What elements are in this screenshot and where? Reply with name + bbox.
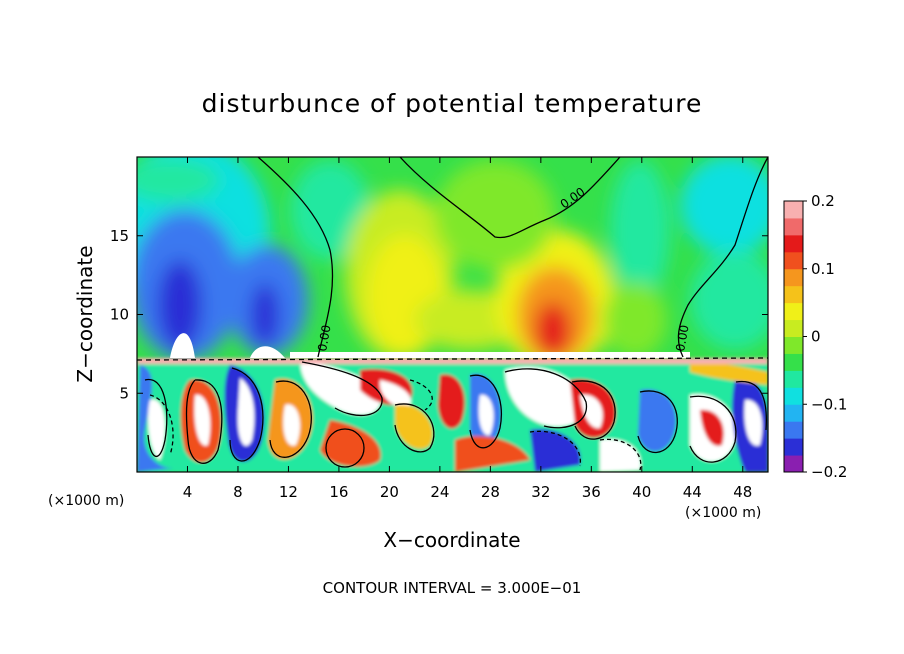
x-tick-label: 32 — [531, 483, 550, 501]
lower-turbulent-field — [137, 358, 768, 472]
contour-lines — [137, 157, 768, 471]
lower-contour-g — [469, 374, 502, 449]
colorbar-tick-label: 0.2 — [811, 192, 835, 210]
colorbar-segment — [784, 438, 803, 456]
colorbar-tick-label: 0 — [811, 328, 821, 346]
colorbar — [783, 200, 804, 473]
lower-contour-l — [735, 380, 768, 431]
lower-contour-ring — [325, 428, 365, 468]
colorbar-tick-label: −0.2 — [811, 463, 847, 481]
colorbar-tick-label: −0.1 — [811, 395, 847, 413]
colorbar-segment — [784, 421, 803, 439]
colorbar-segment — [784, 201, 803, 219]
y-axis-label: Z−coordinate — [73, 245, 97, 382]
colorbar-segment — [784, 302, 803, 321]
colorbar-tick-label: 0.1 — [811, 260, 835, 278]
contour-interval-note: CONTOUR INTERVAL = 3.000E−01 — [323, 579, 582, 597]
x-tick-label: 40 — [632, 483, 651, 501]
x-tick-label: 12 — [279, 483, 298, 501]
x-unit-label-right: (×1000 m) — [685, 505, 761, 521]
x-tick-label: 8 — [233, 483, 243, 501]
colorbar-ticks: 0.2 0.1 0 −0.1 −0.2 — [803, 192, 847, 481]
y-tick-label: 15 — [110, 227, 129, 245]
chart-title: disturbunce of potential temperature — [202, 89, 703, 118]
x-tick-label: 44 — [683, 483, 702, 501]
lower-contour-b — [185, 379, 223, 464]
colorbar-segment — [784, 319, 803, 337]
lower-contour-j — [637, 390, 678, 454]
zero-contour-left — [257, 157, 334, 358]
lower-contour-h — [504, 368, 588, 429]
x-tick-label: 24 — [430, 483, 449, 501]
contour-label-left: 0.00 — [315, 324, 333, 353]
x-axis-ticks: 4 8 12 16 20 24 28 32 36 40 44 48 — [183, 157, 752, 501]
x-tick-label: 28 — [481, 483, 500, 501]
zero-contour-middle — [399, 157, 621, 239]
contour-label-right: 0.00 — [673, 324, 691, 353]
y-tick-label: 10 — [110, 306, 129, 324]
lower-contour-a — [144, 379, 168, 457]
lower-contour-f — [394, 403, 435, 453]
x-unit-label-left: (×1000 m) — [48, 493, 124, 509]
y-axis-ticks: 5 10 15 — [110, 227, 768, 402]
colorbar-segment — [784, 217, 803, 236]
colorbar-segment — [784, 268, 803, 287]
x-axis-label: X−coordinate — [383, 528, 520, 552]
interface-strip — [290, 352, 690, 358]
upper-field — [137, 157, 768, 370]
x-tick-label: 16 — [329, 483, 348, 501]
lower-contour-dashed-a — [149, 394, 174, 456]
colorbar-segment — [784, 353, 803, 371]
colorbar-segment — [784, 251, 803, 270]
lower-contour-dashed-d — [529, 430, 581, 467]
zero-contour-right — [677, 157, 768, 358]
colorbar-segment — [784, 404, 803, 422]
lower-contour-d — [269, 380, 312, 458]
colorbar-segment — [784, 234, 803, 253]
colorbar-segment — [784, 285, 803, 304]
lower-contour-i — [571, 380, 616, 440]
x-tick-label: 48 — [733, 483, 752, 501]
interface-white-tops — [170, 333, 285, 358]
lower-contour-k — [689, 395, 737, 463]
interface-dashed-contour — [137, 357, 768, 361]
colorbar-segment — [784, 370, 803, 388]
colorbar-segment — [784, 387, 803, 405]
lower-contour-c — [229, 367, 264, 462]
lower-contour-e — [301, 361, 383, 417]
heatmap-field — [137, 157, 768, 472]
colorbar-segment — [784, 455, 803, 473]
x-tick-label: 36 — [582, 483, 601, 501]
colorbar-segment — [784, 336, 803, 354]
y-tick-label: 5 — [119, 384, 129, 402]
x-tick-label: 20 — [380, 483, 399, 501]
x-tick-label: 4 — [183, 483, 193, 501]
